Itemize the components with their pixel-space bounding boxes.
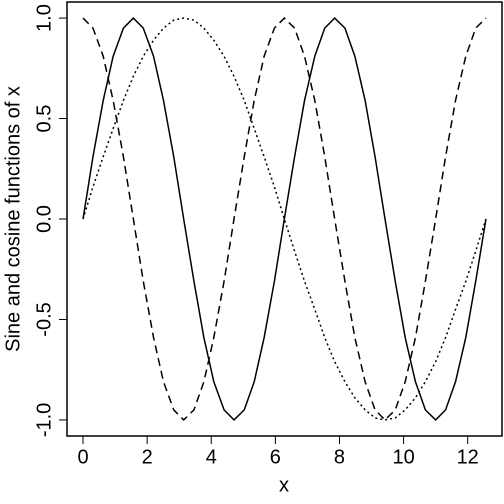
x-tick-label: 6 [270,446,281,468]
y-tick-label: 1.0 [33,4,55,32]
x-tick-label: 0 [77,446,88,468]
x-axis-label: x [279,474,289,496]
line-series [82,17,487,421]
y-tick-label: 0.5 [33,105,55,133]
line-series [82,17,487,421]
y-tick-label: -1.0 [33,403,55,437]
x-tick-label: 12 [457,446,479,468]
y-tick-label: -0.5 [33,302,55,336]
x-tick-label: 2 [142,446,153,468]
x-tick-label: 8 [334,446,345,468]
line-series [82,17,487,421]
x-tick-label: 4 [206,446,217,468]
y-tick-label: 0.0 [33,205,55,233]
y-axis-label: Sine and cosine functions of x [2,86,24,352]
x-tick-label: 10 [392,446,414,468]
